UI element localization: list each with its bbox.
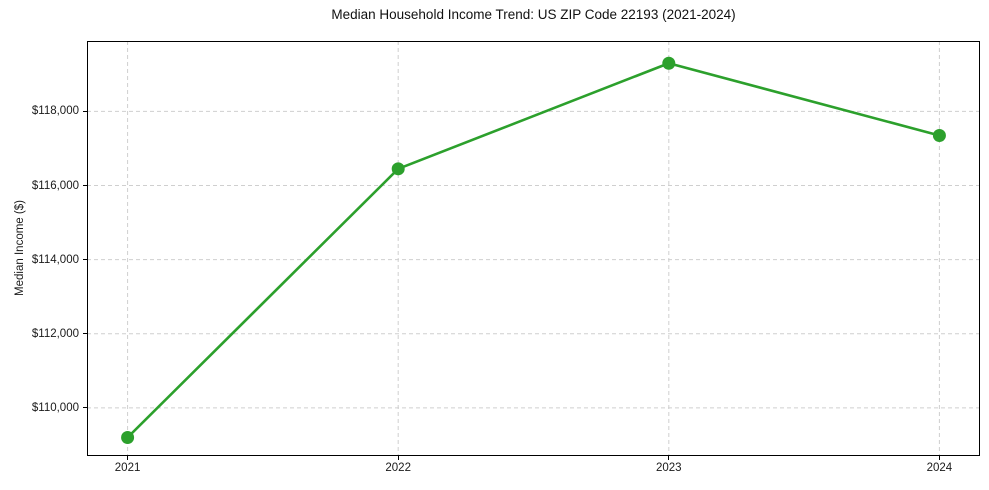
x-tick-mark	[397, 456, 399, 460]
y-tick-label: $118,000	[31, 105, 79, 118]
plot-area	[87, 41, 980, 456]
data-point-marker	[121, 430, 135, 444]
y-tick-mark	[83, 407, 87, 409]
x-tick-label: 2021	[114, 462, 141, 474]
y-tick-label: $116,000	[31, 179, 79, 192]
trend-line	[126, 61, 941, 439]
y-tick-mark	[83, 259, 87, 261]
y-axis-label: Median Income ($)	[14, 200, 26, 296]
y-tick-label: $114,000	[31, 253, 79, 266]
chart-title: Median Household Income Trend: US ZIP Co…	[331, 7, 736, 22]
x-tick-mark	[938, 456, 940, 460]
data-point-marker	[932, 128, 946, 142]
x-tick-label: 2024	[926, 462, 953, 474]
x-tick-mark	[127, 456, 129, 460]
x-tick-mark	[668, 456, 670, 460]
data-point-marker	[662, 56, 676, 70]
data-point-marker	[391, 162, 405, 176]
x-tick-label: 2022	[385, 462, 411, 474]
y-tick-mark	[83, 185, 87, 186]
y-tick-mark	[83, 110, 87, 112]
x-tick-label: 2023	[656, 462, 682, 474]
y-tick-label: $112,000	[31, 327, 79, 340]
y-tick-mark	[83, 333, 87, 335]
y-tick-label: $110,000	[31, 401, 79, 414]
line-chart-svg	[87, 41, 980, 456]
plot-frame	[87, 41, 980, 456]
